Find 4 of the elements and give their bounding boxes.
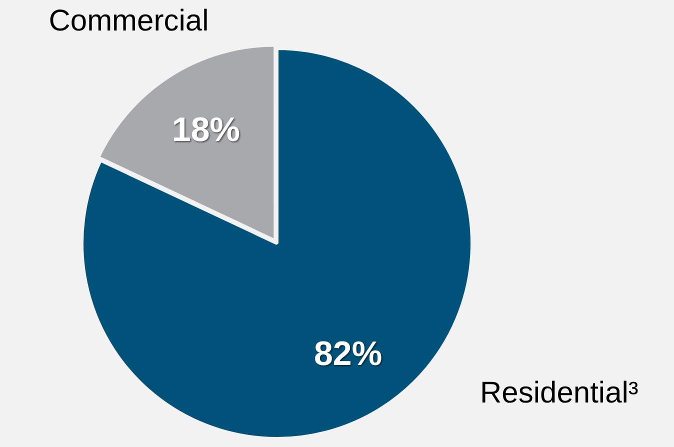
data-label: 18%	[172, 110, 240, 149]
slice-label: Commercial	[48, 4, 209, 38]
data-label: 82%	[314, 334, 382, 373]
slice-label: Residential³	[480, 376, 638, 410]
